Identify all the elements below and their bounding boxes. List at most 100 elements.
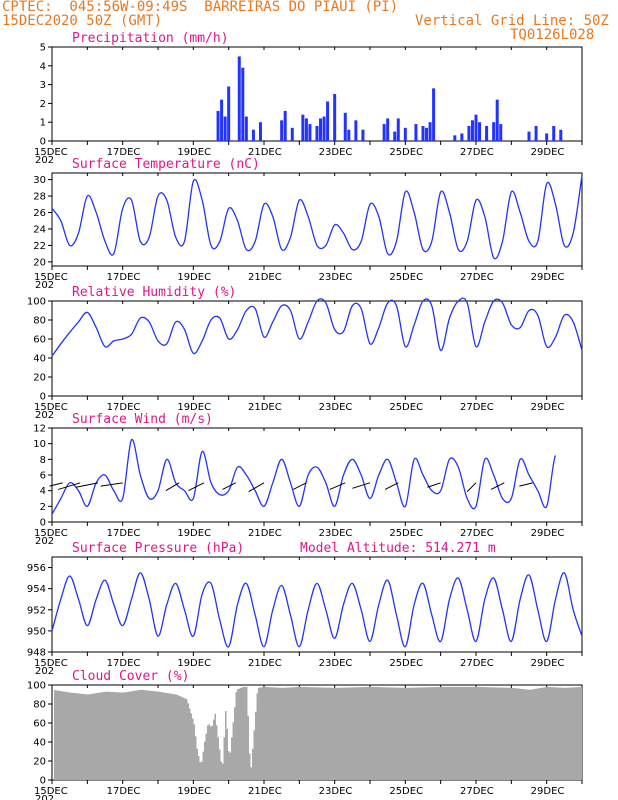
cloud-bar [373,686,375,780]
cloud-bar [90,694,92,780]
cloud-bar [163,692,165,780]
cloud-bar [219,749,221,780]
cloud-bar [279,687,281,780]
precip-bar [361,129,365,141]
cloud-bar [249,753,251,780]
cloud-bar [231,737,233,780]
precip-bar [527,131,531,141]
cloud-bar [213,719,215,780]
y-tick-label: 952 [27,605,46,616]
cloud-bar [513,688,515,780]
cloud-bar [507,687,509,780]
cloud-bar [289,687,291,780]
cloud-bar [241,687,243,780]
wind-arrow [75,482,99,488]
x-tick-label: 23DEC [319,658,353,669]
cloud-bar [211,725,213,780]
x-year-stub: 202 [35,666,54,677]
cloud-bar [247,716,249,780]
cloud-bar [81,693,83,780]
x-tick-label: 25DEC [389,272,423,283]
cloud-bar [127,691,129,780]
y-tick-label: 2 [40,99,46,110]
cloud-bar [430,687,432,780]
cloud-bar [85,694,87,780]
cloud-bar [546,687,548,780]
cloud-bar [454,686,456,780]
cloud-bar [499,687,501,780]
cloud-bar [478,686,480,780]
cloud-bar [472,686,474,780]
cloud-bar [258,687,260,780]
x-tick-label: 27DEC [460,658,494,669]
cloud-bar [421,687,423,780]
precip-bar [478,122,482,141]
cloud-bar [58,690,60,780]
cloud-bar [561,687,563,780]
cloud-bar [438,686,440,780]
cloud-bar [216,725,218,780]
panel-wind: Surface Wind (m/s) 0 2 4 6 8 10 12 15DEC 17DEC 19D… [33,412,583,547]
cloud-bar [145,690,147,780]
cloud-bar [424,687,426,780]
cloud-bar [399,687,401,780]
precip-bar [428,122,432,141]
precip-bar [467,125,471,141]
cloud-bar [330,687,332,780]
cloud-bar [531,689,533,780]
panel-rh: Relative Humidity (%) 0 20 40 60 80 100 15DEC 17… [27,285,583,421]
cloud-bar [412,687,414,780]
cloud-bar [277,687,279,780]
cloud-bar [564,687,566,780]
cloud-bar [315,687,317,780]
cloud-bar [265,686,267,780]
cloud-bar [379,687,381,780]
cloud-bar [61,691,63,780]
y-tick-label: 948 [27,648,46,659]
header-grid-line: Vertical Grid Line: 50Z [415,13,609,29]
cloud-bar [378,687,380,780]
series-line-temp [51,175,583,260]
cloud-bar [393,687,395,780]
precip-bar [393,131,397,141]
cloud-bar [418,687,420,780]
cloud-bar [292,687,294,780]
cloud-bar [144,690,146,780]
x-tick-label: 21DEC [248,658,282,669]
cloud-bar [162,692,164,780]
x-tick-label: 29DEC [531,272,565,283]
x-year-stub: 202 [35,155,54,166]
cloud-bar [496,687,498,780]
cloud-bar [484,687,486,780]
cloud-bar [310,687,312,780]
cloud-bar [129,691,131,780]
cloud-bar [234,707,236,780]
cloud-bar [121,692,123,780]
cloud-bar [469,686,471,780]
cloud-bar [346,687,348,780]
cloud-bar [99,692,101,780]
wind-arrow [49,482,63,487]
y-tick-label: 40 [33,738,46,749]
cloud-bar [225,711,227,780]
cloud-bar [109,691,111,780]
cloud-bar [388,687,390,780]
cloud-bar [534,688,536,780]
cloud-bar [285,687,287,780]
cloud-bar [405,687,407,780]
cloud-bar [439,686,441,780]
precip-bar [326,101,330,141]
cloud-bar [444,686,446,780]
cloud-bar [415,687,417,780]
x-tick-label: 17DEC [107,272,141,283]
y-tick-label: 20 [33,373,46,384]
cloud-bar [267,687,269,780]
cloud-bar [489,687,491,780]
precip-bar [485,125,489,141]
y-tick-label: 20 [33,257,46,268]
x-tick-label: 19DEC [177,528,211,539]
cloud-bar [498,687,500,780]
x-tick-label: 21DEC [248,272,282,283]
cloud-bar [535,688,537,780]
x-tick-label: 17DEC [107,402,141,413]
